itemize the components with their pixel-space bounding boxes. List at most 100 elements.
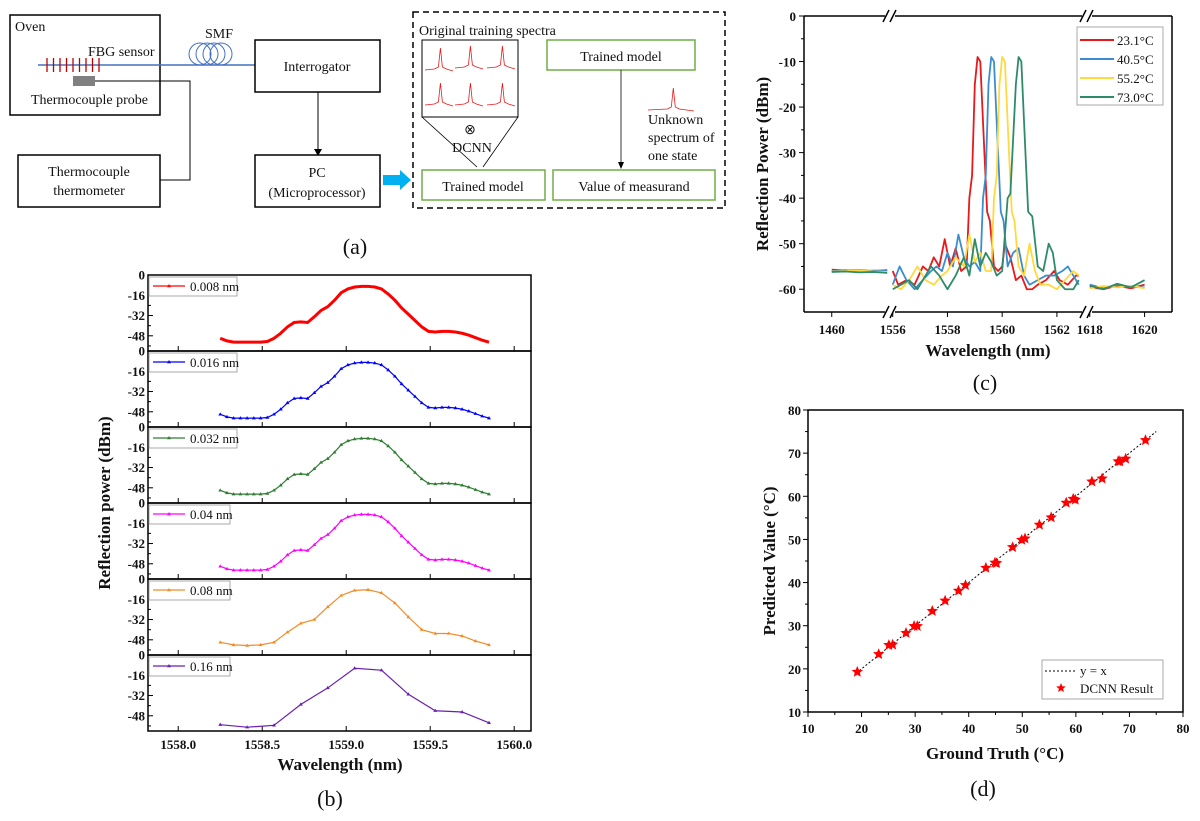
y-tick-label: 60 [788,489,801,504]
y-tick-label: 50 [788,532,801,547]
panel-label-a: (a) [343,234,367,259]
data-point [238,568,243,572]
data-point [278,483,283,487]
y-tick-label: -16 [128,668,146,683]
data-point-star [959,579,972,590]
y-tick-label: -20 [779,100,796,115]
data-point-star [1114,455,1126,467]
data-point [312,390,317,394]
y-tick-label: 0 [139,420,146,435]
data-point [433,708,438,712]
data-point [339,593,344,597]
mini-spectrum [454,82,484,107]
series-line-0.008nm [219,284,490,344]
data-point [285,400,290,405]
data-point [433,558,438,562]
x-tick-label: 20 [855,721,868,736]
dcnn-label: DCNN [452,141,492,156]
data-point [265,415,270,419]
y-tick-label: 30 [788,619,801,634]
data-point [386,520,391,524]
data-point [298,395,303,400]
data-point [258,642,263,647]
data-point [332,450,337,454]
data-point [392,526,397,530]
data-point [359,360,364,364]
y-tick-label: -16 [128,516,146,531]
trained-model-box-bottom [421,169,546,201]
data-point [359,436,364,440]
data-point [392,601,397,605]
x-tick-label: 10 [802,721,815,736]
y-tick-label: -16 [128,440,146,455]
x-tick-label: 1558.5 [244,737,280,752]
fbg-grating-icon [46,58,100,72]
legend-box [148,428,238,449]
data-point [487,416,492,420]
data-point [251,416,256,420]
unknown-label-1: Unknown [648,113,703,128]
series-line-55.2°C [892,56,1080,291]
data-point [258,492,263,496]
data-point [218,722,223,726]
legend-label: DCNN Result [1080,681,1154,696]
data-point [238,492,243,496]
x-tick-label: 80 [1177,721,1190,736]
coil-loop [195,42,219,66]
mini-spectrum [486,82,516,107]
data-point [372,437,377,441]
chart-c-xlabel: Wavelength (nm) [925,341,1050,360]
data-point [298,621,303,625]
x-tick-label: 1556 [880,322,907,337]
data-point [245,643,250,647]
data-point [352,666,357,670]
data-point [285,630,290,634]
data-point [487,642,492,647]
chart-b-xlabel: Wavelength (nm) [277,755,402,774]
data-point [312,466,317,470]
data-point [298,547,303,552]
data-point-star [926,605,938,616]
reference-line-y-equals-x [855,431,1157,674]
dcnn-process-box [412,11,726,209]
data-point [439,481,444,485]
legend-box [148,276,238,297]
y-tick-label: -48 [128,708,146,723]
unknown-label-3: one state [648,149,697,164]
data-point [251,492,256,496]
legend-label: 0.032 nm [190,431,239,446]
data-point [392,374,397,378]
data-point-star [1139,434,1152,446]
y-tick-label: 0 [139,496,146,511]
x-tick-label: 50 [1016,721,1029,736]
data-point [386,368,391,372]
data-point [345,438,350,443]
chart-d-ylabel: Predicted Value (°C) [760,486,779,635]
subplot-frame [147,654,532,732]
data-point [439,557,444,561]
data-point [258,416,263,420]
data-point [453,558,458,562]
data-point [345,362,350,367]
data-point [271,412,276,416]
chart-b-ylabel: Reflection power (dBm) [95,416,114,589]
trained-model-label-bottom: Trained model [442,180,524,195]
data-point [224,414,229,419]
data-point [258,568,263,572]
fbg-sensor-label: FBG sensor [88,45,155,60]
series-line-0.08nm [220,589,490,647]
data-point [251,568,256,572]
data-point [372,513,377,517]
arrow-right-icon [383,170,411,190]
data-point [413,470,418,474]
data-point-star [952,584,965,596]
data-point [419,627,424,631]
data-point [379,438,384,443]
y-tick-label: -32 [128,536,145,551]
data-point-star [990,557,1003,568]
data-point [352,588,357,592]
unknown-label-2: spectrum of [648,131,715,146]
data-point [473,563,478,567]
x-tick-label: 40 [962,721,975,736]
data-point [480,490,485,494]
